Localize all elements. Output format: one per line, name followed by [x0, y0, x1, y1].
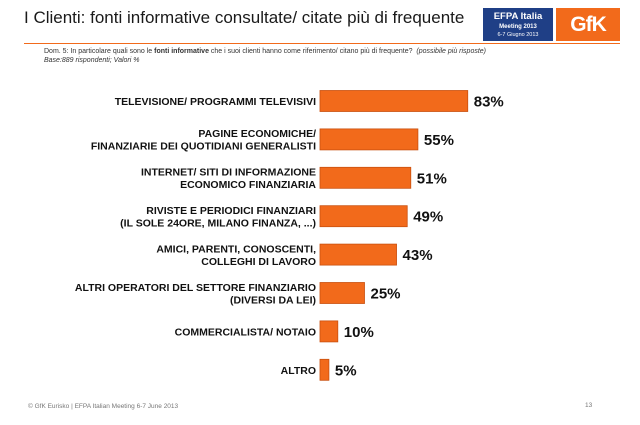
footer-copyright: © GfK Eurisko | EFPA Italian Meeting 6-7…	[28, 403, 179, 410]
question-text: Dom. 5: In particolare quali sono le fon…	[44, 47, 604, 56]
category-label-7: ALTRO	[281, 365, 316, 377]
bar-5	[319, 282, 365, 304]
page-title: I Clienti: fonti informative consultate/…	[24, 8, 465, 27]
bar-4	[319, 243, 397, 266]
base-note: Base:889 rispondenti; Valori %	[44, 57, 140, 64]
value-label-2: 51%	[417, 170, 447, 187]
page-number: 13	[585, 402, 593, 409]
efpa-logo-event: Meeting 2013	[499, 24, 537, 30]
value-label-3: 49%	[413, 209, 443, 226]
question-prefix: Dom. 5: In particolare quali sono le	[44, 48, 155, 55]
category-label-5: ALTRI OPERATORI DEL SETTORE FINANZIARIO(…	[75, 282, 316, 307]
bar-7	[319, 358, 330, 381]
question-bold: fonti informative	[154, 48, 209, 55]
category-label-2: INTERNET/ SITI DI INFORMAZIONE ECONOMICO …	[141, 167, 316, 192]
bar-3	[319, 205, 408, 228]
value-label-5: 25%	[371, 286, 401, 303]
value-label-4: 43%	[403, 247, 433, 264]
category-label-0: TELEVISIONE/ PROGRAMMI TELEVISIVI	[115, 96, 316, 108]
category-label-4: AMICI, PARENTI, CONOSCENTI, COLLEGHI DI L…	[156, 243, 316, 268]
category-label-6: COMMERCIALISTA/ NOTAIO	[175, 326, 316, 338]
bar-2	[319, 166, 412, 189]
efpa-logo: EFPA Italia Meeting 2013 6-7 Giugno 2013	[483, 8, 553, 41]
gfk-logo: GfK	[556, 8, 620, 41]
category-label-3: RIVISTE E PERIODICI FINANZIARI (IL SOLE 2…	[120, 205, 316, 230]
value-label-0: 83%	[474, 94, 504, 111]
value-label-6: 10%	[344, 324, 374, 341]
question-note: (possibile più risposte)	[416, 48, 487, 55]
bar-1	[319, 128, 419, 151]
header-divider	[24, 43, 620, 44]
value-label-7: 5%	[335, 362, 357, 379]
bar-6	[319, 320, 339, 343]
efpa-logo-name: EFPA Italia	[493, 11, 543, 22]
bar-0	[319, 90, 469, 112]
category-label-1: PAGINE ECONOMICHE/FINANZIARIE DEI QUOTID…	[91, 128, 316, 153]
question-suffix: che i suoi clienti hanno come riferiment…	[208, 48, 413, 55]
efpa-logo-date: 6-7 Giugno 2013	[497, 32, 539, 38]
value-label-1: 55%	[424, 132, 454, 149]
